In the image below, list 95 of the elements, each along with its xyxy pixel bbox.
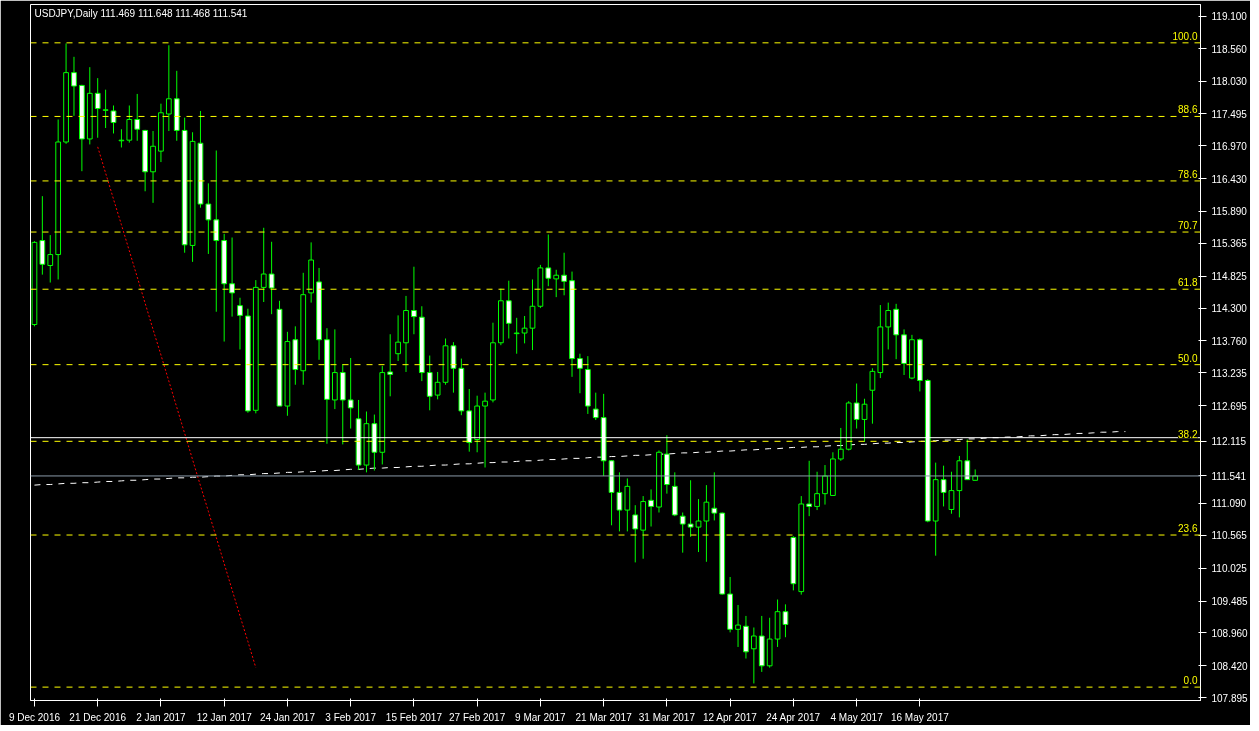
y-tick-label: 116.430 [1211,173,1248,185]
x-tick-label: 2 Jan 2017 [136,711,187,723]
candlestick [711,471,718,521]
y-tick-label: 109.485 [1211,596,1249,608]
annotation: 0.0 [1183,675,1198,687]
y-tick-label: 112.695 [1211,400,1248,412]
candlestick [513,317,520,355]
candlestick [529,278,536,351]
candlestick [229,237,235,318]
candlestick [735,604,741,648]
annotation: 61.8 [1178,277,1198,289]
candlestick [616,471,623,532]
x-tick-label: 16 May 2017 [890,711,950,723]
candlestick [885,302,892,350]
candlestick [165,44,172,132]
x-tick-label: 9 Dec 2016 [8,711,61,723]
y-tick-label: 113.235 [1211,367,1248,379]
x-tick-label: 27 Feb 2017 [449,711,506,723]
candlestick [47,234,54,284]
candlestick [434,371,441,400]
y-tick-label: 118.560 [1211,43,1248,55]
y-tick-label: 110.025 [1211,563,1248,575]
chart-title: USDJPY,Daily 111.469 111.648 111.468 111.541 [34,7,248,19]
candlestick [505,280,512,340]
candlestick [126,104,133,144]
candlestick [553,269,560,298]
candlestick [71,56,77,117]
x-tick-label: 24 Jan 2017 [259,711,316,723]
candlestick [213,150,220,313]
candlestick [837,427,844,462]
candlestick [102,89,109,129]
y-tick-label: 114.825 [1211,271,1248,283]
y-tick-label: 111.541 [1211,470,1247,482]
candlestick [648,488,654,527]
x-tick-label: 21 Mar 2017 [575,711,633,723]
candlestick [110,104,117,134]
x-tick-label: 12 Jan 2017 [196,711,253,723]
candlestick [869,367,876,425]
candlestick [964,439,971,481]
y-tick-label: 110.565 [1211,530,1248,542]
candlestick [237,297,243,350]
candlestick [545,233,552,287]
annotation: 50.0 [1178,352,1198,364]
candlestick [94,77,101,139]
candlestick [205,182,212,255]
y-tick-label: 113.760 [1211,335,1248,347]
y-tick-label: 107.895 [1211,692,1249,704]
candlestick [482,392,488,468]
y-tick-label: 119.100 [1211,11,1248,23]
annotation: 78.6 [1178,168,1198,180]
candlestick [814,471,820,511]
x-tick-label: 4 May 2017 [830,711,884,723]
candlestick [411,266,417,335]
x-tick-label: 24 Apr 2017 [766,711,821,723]
y-tick-label: 112.115 [1211,436,1247,448]
candlestick [347,357,354,430]
candlestick [387,333,394,397]
candlestick [561,252,567,296]
annotation: 88.6 [1178,104,1198,116]
annotation: 38.2 [1178,429,1198,441]
candlestick [632,504,639,563]
y-tick-label: 111.090 [1211,498,1247,510]
y-tick-label: 108.420 [1211,660,1249,672]
y-tick-label: 114.300 [1211,303,1248,315]
x-tick-label: 9 Mar 2017 [515,711,567,723]
candlestick [624,477,631,532]
candlestick [268,241,275,315]
y-tick-label: 117.495 [1211,108,1248,120]
candlestick [134,93,141,142]
candlestick [703,484,710,563]
candlestick [750,626,757,684]
x-tick-label: 3 Feb 2017 [325,711,377,723]
x-tick-label: 15 Feb 2017 [385,711,443,723]
annotation: 23.6 [1178,523,1198,535]
y-tick-label: 115.890 [1211,206,1248,218]
y-tick-label: 116.970 [1211,140,1248,152]
candlestick [395,314,401,362]
annotation: 70.7 [1178,220,1198,232]
candlestick [592,392,599,421]
y-tick-label: 115.365 [1211,238,1248,250]
candlestick [39,195,46,276]
line-series [97,146,257,669]
candlestick [426,355,433,411]
candlestick [822,464,828,506]
x-tick-label: 21 Dec 2016 [69,711,127,723]
candlestick [260,227,267,303]
y-tick-label: 118.030 [1211,76,1248,88]
candlestick [679,512,686,554]
candlestick [806,460,813,517]
annotation: 100.0 [1172,30,1198,42]
candlestick [577,353,583,394]
y-tick-label: 108.960 [1211,627,1249,639]
x-tick-label: 31 Mar 2017 [638,711,696,723]
candlestick [521,315,528,344]
x-tick-label: 12 Apr 2017 [702,711,758,723]
